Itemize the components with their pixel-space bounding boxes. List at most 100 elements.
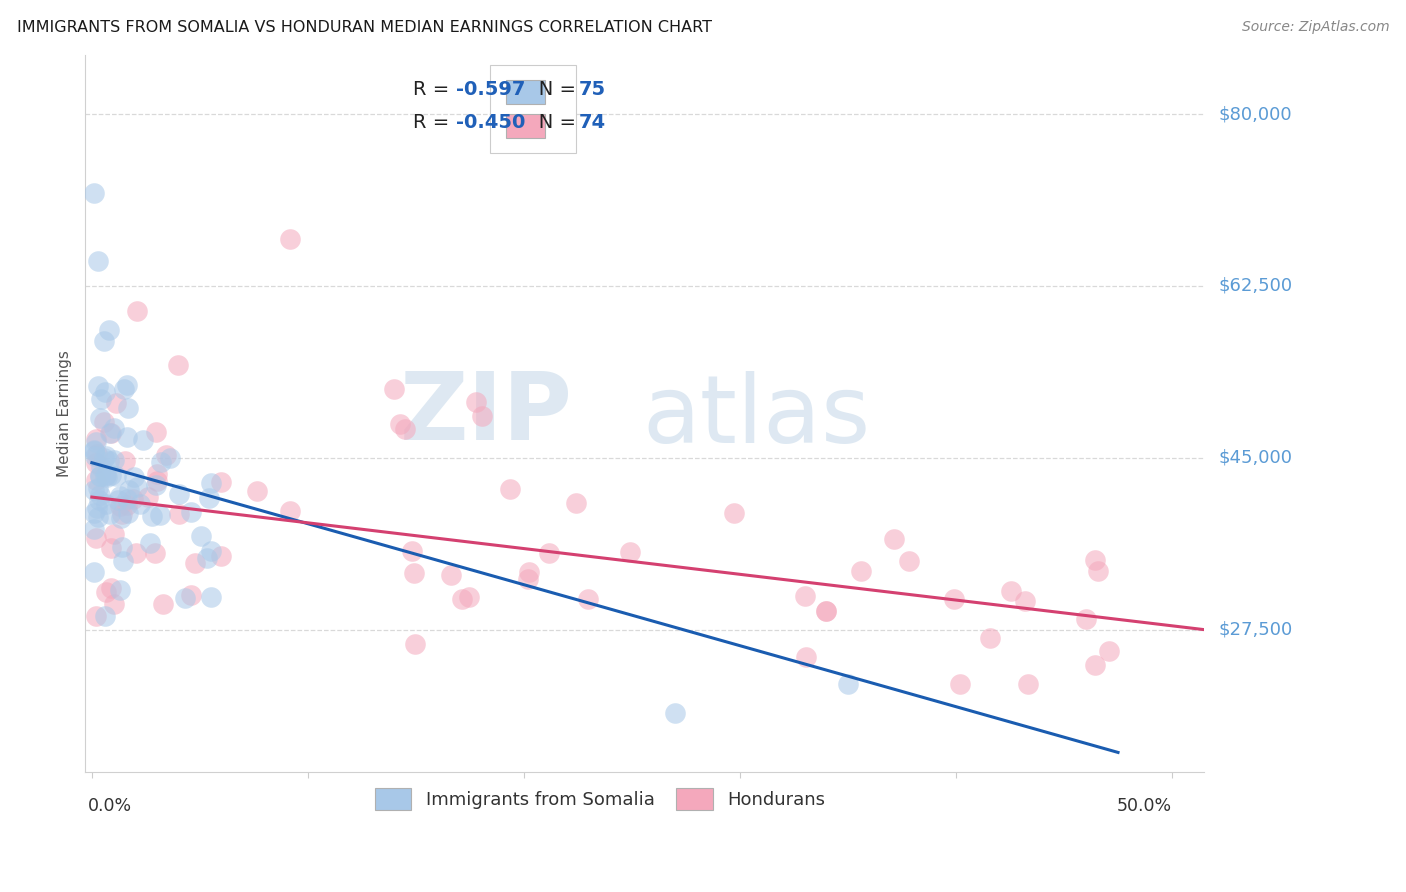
Point [94, 609, 117, 624]
Text: R =: R = [413, 113, 456, 132]
Point [87, 254, 110, 268]
Point [200, 590, 222, 604]
Text: 75: 75 [579, 80, 606, 99]
Point [1017, 676, 1039, 690]
Point [145, 425, 167, 439]
Point [127, 303, 149, 318]
Text: $45,000: $45,000 [1219, 449, 1292, 467]
Point [83, 483, 105, 497]
Point [110, 489, 132, 503]
Point [111, 554, 134, 568]
Point [404, 637, 426, 651]
Point [122, 469, 145, 483]
Point [107, 492, 129, 507]
Point [278, 504, 301, 518]
Point [837, 676, 859, 690]
Point [115, 498, 138, 512]
Point [84, 433, 107, 447]
Point [145, 478, 167, 492]
Text: atlas: atlas [643, 371, 870, 463]
Point [149, 508, 172, 523]
Point [103, 526, 125, 541]
Point [1076, 612, 1098, 626]
Point [898, 554, 921, 568]
Text: -0.450: -0.450 [456, 113, 526, 132]
Point [451, 591, 474, 606]
Point [155, 448, 177, 462]
Point [98, 453, 121, 467]
Text: N =: N = [520, 80, 582, 99]
Point [278, 232, 301, 246]
Text: -0.597: -0.597 [456, 80, 526, 99]
Point [96, 585, 118, 599]
Text: 0.0%: 0.0% [87, 797, 132, 814]
Point [83, 444, 105, 458]
Point [200, 544, 222, 558]
Point [98, 507, 121, 521]
Point [103, 420, 125, 434]
Point [89, 469, 111, 483]
Point [89, 488, 111, 502]
Point [440, 568, 463, 582]
Point [110, 511, 132, 525]
Point [576, 591, 599, 606]
Point [883, 533, 905, 547]
Point [1084, 657, 1107, 672]
Point [167, 508, 190, 522]
Point [84, 456, 107, 470]
Point [564, 496, 586, 510]
Point [150, 455, 173, 469]
Text: ZIP: ZIP [399, 368, 572, 459]
Point [166, 358, 188, 372]
Point [132, 433, 155, 447]
Point [246, 484, 269, 499]
Point [83, 186, 105, 200]
Point [184, 557, 207, 571]
Point [664, 706, 686, 720]
Point [128, 497, 150, 511]
Point [112, 382, 135, 396]
Point [84, 473, 107, 487]
Point [117, 430, 139, 444]
Point [100, 425, 122, 440]
Point [796, 649, 818, 664]
Point [471, 409, 494, 423]
Text: Source: ZipAtlas.com: Source: ZipAtlas.com [1241, 20, 1389, 34]
Point [136, 490, 159, 504]
Point [401, 543, 423, 558]
Point [117, 401, 139, 415]
Point [125, 545, 148, 559]
Point [93, 334, 115, 349]
Point [152, 597, 174, 611]
Point [197, 550, 219, 565]
Text: N =: N = [520, 113, 582, 132]
Point [499, 483, 522, 497]
Legend: Immigrants from Somalia, Hondurans: Immigrants from Somalia, Hondurans [368, 780, 832, 817]
Point [100, 581, 122, 595]
Point [538, 546, 561, 560]
Y-axis label: Median Earnings: Median Earnings [58, 351, 72, 477]
Point [1014, 593, 1036, 607]
Point [86, 447, 108, 461]
Point [464, 395, 486, 409]
Point [87, 509, 110, 524]
Point [389, 417, 412, 431]
Point [949, 676, 972, 690]
Point [619, 545, 641, 559]
Point [98, 425, 121, 440]
Point [125, 480, 148, 494]
Point [200, 475, 222, 490]
Point [198, 491, 221, 506]
Point [84, 608, 107, 623]
Point [169, 486, 191, 500]
Point [114, 454, 136, 468]
Point [105, 396, 128, 410]
Point [849, 564, 872, 578]
Text: $27,500: $27,500 [1219, 621, 1292, 639]
Point [143, 546, 166, 560]
Point [98, 323, 121, 337]
Point [93, 415, 115, 429]
Text: $62,500: $62,500 [1219, 277, 1292, 295]
Point [94, 497, 117, 511]
Point [83, 522, 105, 536]
